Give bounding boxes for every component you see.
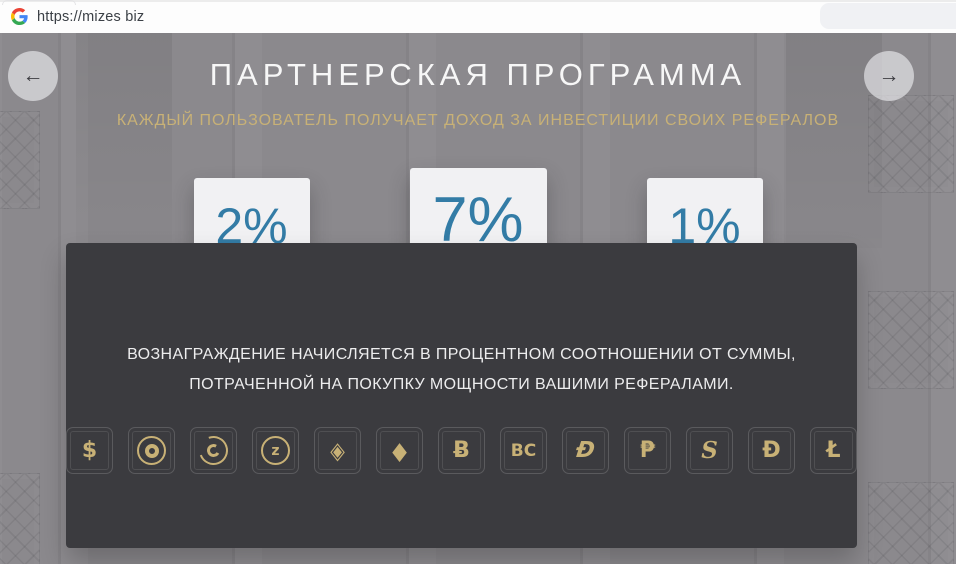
arrow-left-icon: ← <box>22 64 44 87</box>
dash-d-icon[interactable]: Đ <box>562 427 609 474</box>
browser-right-pill <box>820 3 956 29</box>
address-bar-url[interactable]: https://mizes biz <box>37 9 145 25</box>
level-percent: 1% <box>668 197 741 254</box>
slider-next-button[interactable]: → <box>864 51 914 101</box>
level-percent: 2% <box>215 197 288 254</box>
swirl-coin-icon[interactable] <box>190 427 237 474</box>
ethereum-icon[interactable]: ◆ <box>376 427 423 474</box>
currencies-row: $ z ◈ ◆ Ƀ BC Đ <box>66 427 857 474</box>
page-slide: ПАРТНЕРСКАЯ ПРОГРАММА КАЖДЫЙ ПОЛЬЗОВАТЕЛ… <box>0 33 956 564</box>
bitconnect-icon[interactable]: BC <box>500 427 547 474</box>
dogecoin-icon[interactable]: Ð <box>748 427 795 474</box>
litecoin-icon[interactable]: Ł <box>810 427 857 474</box>
arrow-right-icon: → <box>878 64 900 87</box>
bg-lattice-pattern <box>868 95 954 193</box>
bg-lattice-pattern <box>868 291 954 389</box>
ring-coin-icon[interactable] <box>128 427 175 474</box>
swirl-s-icon[interactable]: S <box>686 427 733 474</box>
page-subtitle: КАЖДЫЙ ПОЛЬЗОВАТЕЛЬ ПОЛУЧАЕТ ДОХОД ЗА ИН… <box>116 112 840 129</box>
slider-prev-button[interactable]: ← <box>8 51 58 101</box>
bg-lattice-pattern <box>868 482 954 564</box>
info-panel: ВОЗНАГРАЖДЕНИЕ НАЧИСЛЯЕТСЯ В ПРОЦЕНТНОМ … <box>66 243 857 548</box>
peercoin-icon[interactable]: ₱ <box>624 427 671 474</box>
bg-lattice-pattern <box>0 111 40 209</box>
dollar-icon[interactable]: $ <box>66 427 113 474</box>
zcash-icon[interactable]: z <box>252 427 299 474</box>
page-title: ПАРТНЕРСКАЯ ПРОГРАММА <box>209 57 747 92</box>
browser-address-bar: https://mizes biz <box>0 0 956 34</box>
google-logo-icon <box>11 8 28 25</box>
bg-lattice-pattern <box>0 473 40 564</box>
level-percent: 7% <box>432 185 524 255</box>
bg-column-band <box>76 33 172 248</box>
ethereum-outline-icon[interactable]: ◈ <box>314 427 361 474</box>
browser-tab-outline <box>2 0 76 5</box>
bitcoin-icon[interactable]: Ƀ <box>438 427 485 474</box>
reward-description: ВОЗНАГРАЖДЕНИЕ НАЧИСЛЯЕТСЯ В ПРОЦЕНТНОМ … <box>127 346 796 393</box>
